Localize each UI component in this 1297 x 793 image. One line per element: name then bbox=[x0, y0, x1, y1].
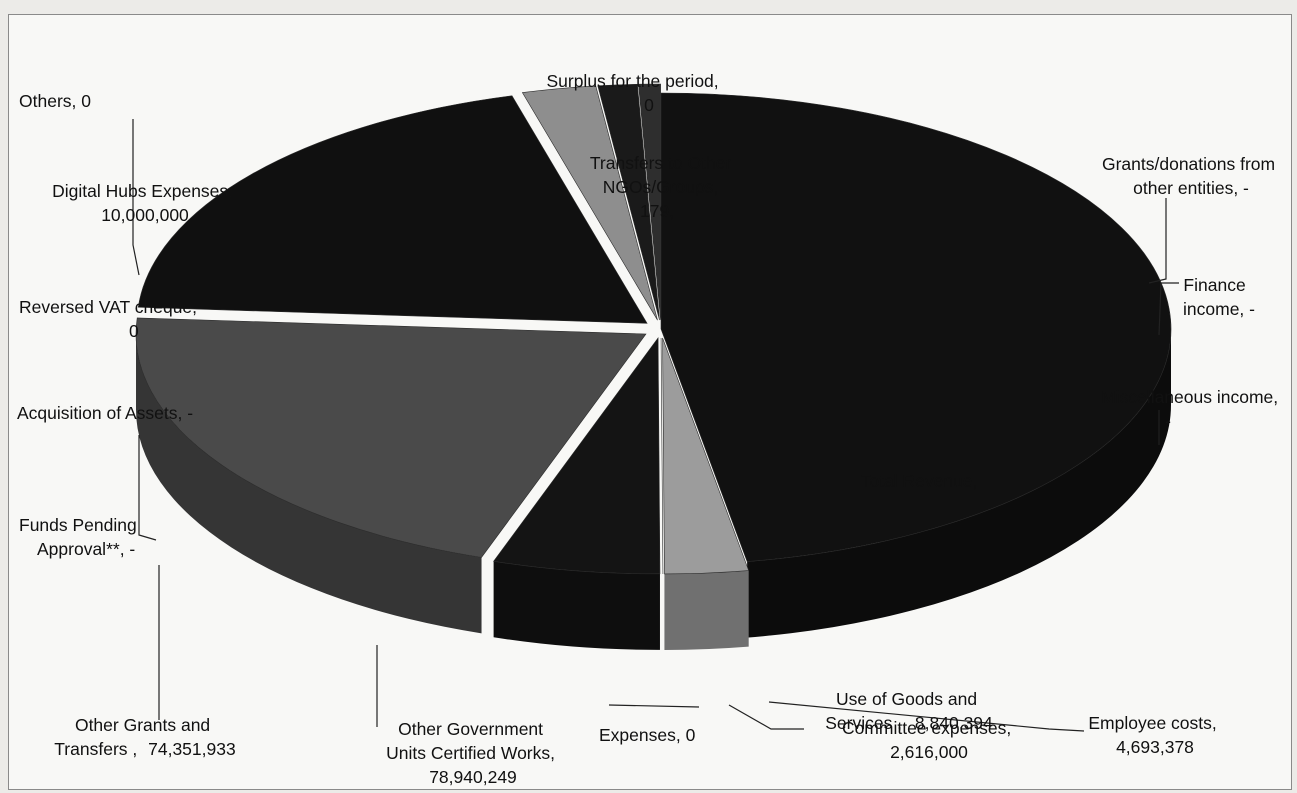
slice-digital_hubs bbox=[662, 337, 750, 575]
slice-side-transfers_ngos bbox=[747, 329, 1171, 638]
leader-grants bbox=[1148, 198, 1167, 284]
label-use-of-goods: Use of Goods and Services , 8,840,394 bbox=[825, 689, 993, 733]
label-others: Others, 0 bbox=[19, 91, 91, 111]
slice-transfers_ngos bbox=[660, 92, 1172, 562]
pie-top-faces bbox=[135, 83, 1172, 575]
label-total-revenue: Total Revenue, bbox=[861, 471, 978, 491]
data-labels: Surplus for the period, 0 Transfers to O… bbox=[17, 71, 1283, 787]
slice-other_grants bbox=[137, 95, 648, 324]
slice-use_of_goods bbox=[521, 85, 658, 321]
slice-side-acquisition_assets bbox=[493, 561, 660, 650]
pie-sides bbox=[136, 329, 1171, 650]
label-surplus: Surplus for the period, 0 bbox=[546, 71, 723, 115]
label-other-govt: Other Government Units Certified Works, … bbox=[386, 719, 560, 787]
slice-committee_expenses bbox=[638, 83, 661, 321]
leader-finance bbox=[1158, 282, 1179, 336]
leader-employee bbox=[768, 701, 1085, 732]
slice-side-other_govt_units bbox=[136, 333, 482, 634]
label-finance: Finance income, - bbox=[1183, 275, 1255, 319]
label-committee: Committee expenses, 2,616,000 bbox=[842, 718, 1016, 762]
leader-lines bbox=[132, 119, 1179, 732]
label-grants: Grants/donations from other entities, - bbox=[1102, 154, 1280, 198]
slice-reversed_vat bbox=[660, 337, 664, 575]
chart-frame: Surplus for the period, 0 Transfers to O… bbox=[8, 14, 1292, 790]
leader-funds bbox=[138, 435, 157, 541]
leader-others bbox=[132, 119, 140, 276]
label-digital-hubs: Digital Hubs Expenses, 10,000,000 bbox=[52, 181, 238, 225]
leader-expenses bbox=[608, 704, 700, 708]
slice-side-digital_hubs bbox=[664, 570, 749, 650]
label-expenses: Expenses, 0 bbox=[599, 725, 696, 745]
label-reversed-vat: Reversed VAT cheque, 0 bbox=[19, 297, 202, 341]
pie-chart: Surplus for the period, 0 Transfers to O… bbox=[17, 71, 1283, 787]
slice-other_govt_units bbox=[135, 317, 647, 558]
label-other-grants: Other Grants and Transfers , 74,351,933 bbox=[54, 715, 235, 759]
label-acquisition: Acquisition of Assets, - bbox=[17, 403, 193, 423]
label-transfers: Transfers to Other NGOs/Groups, 179, bbox=[590, 153, 736, 221]
leader-committee bbox=[728, 704, 804, 730]
slice-employee_costs bbox=[597, 83, 660, 321]
slice-acquisition_assets bbox=[493, 336, 661, 575]
label-funds-pending: Funds Pending Approval**, - bbox=[19, 515, 142, 559]
label-employee: Employee costs, 4,693,378 bbox=[1088, 713, 1221, 757]
label-misc: Miscellaneous income, - bbox=[1101, 387, 1283, 431]
